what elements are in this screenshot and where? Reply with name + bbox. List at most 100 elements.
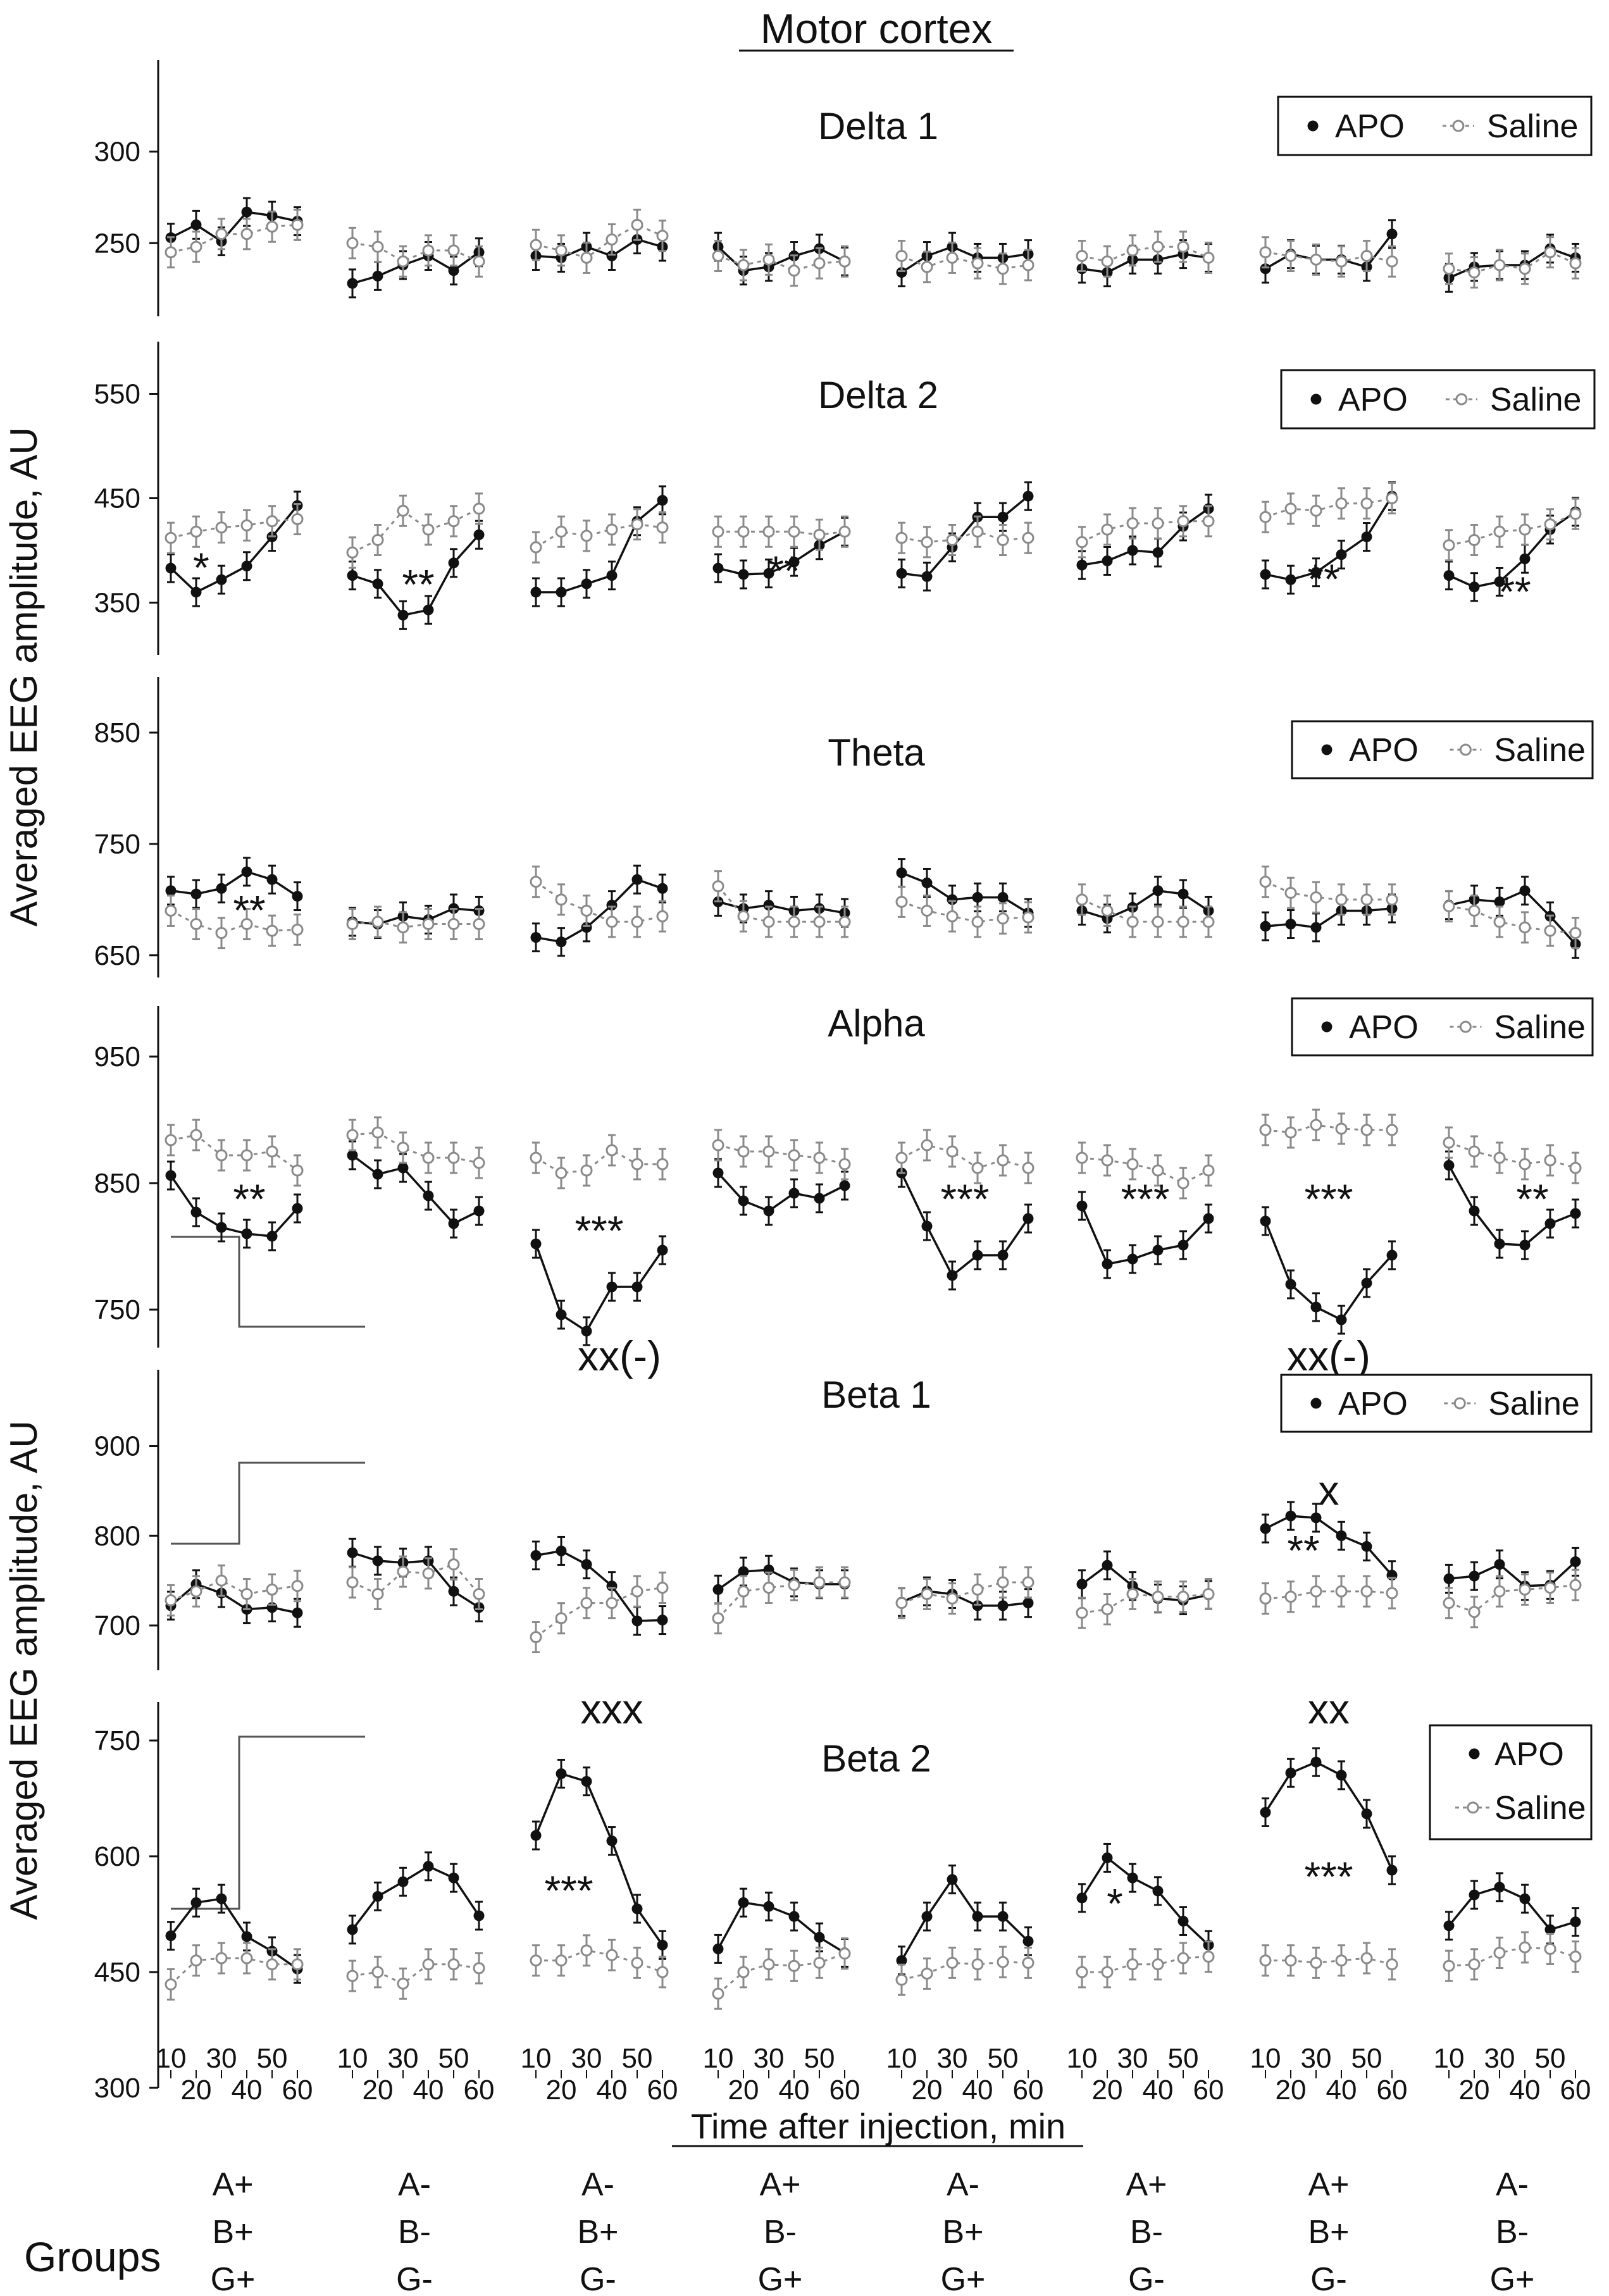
group-labels: A+ B+ G+ A- B- G- A- B+ G- A+ B- G+ A- B+ G+ A+ B- G- A+ B+…: [211, 2166, 1535, 2296]
x-tick-label: 30: [388, 2043, 419, 2074]
legend-apo-marker: [1321, 1021, 1333, 1033]
apo-point: [530, 586, 542, 598]
apo-point: [606, 1835, 618, 1847]
y-tick-label: 750: [94, 829, 140, 860]
saline-point: [1101, 904, 1114, 917]
y-tick-label: 900: [94, 1431, 140, 1462]
apo-point: [397, 1876, 409, 1887]
saline-line: [1448, 1584, 1576, 1613]
saline-point: [762, 253, 775, 266]
x-tick-label: 50: [1351, 2043, 1382, 2074]
apo-point: [241, 866, 252, 878]
apo-line: [901, 495, 1029, 578]
legend-box: [1291, 997, 1594, 1057]
apo-point: [1260, 1215, 1271, 1227]
saline-point: [1360, 893, 1373, 906]
saline-point: [291, 1580, 304, 1592]
apo-point: [1076, 1200, 1088, 1212]
x-tick-label: 10: [1250, 2043, 1281, 2074]
saline-point: [1076, 1606, 1088, 1619]
saline-point: [1152, 1164, 1164, 1177]
x-tick-label: 50: [1168, 2043, 1199, 2074]
saline-point: [530, 541, 542, 554]
significance-mark: xx(-): [1287, 1332, 1370, 1379]
significance-mark: xx: [1308, 1685, 1350, 1732]
legend-apo-marker: [1321, 744, 1333, 755]
saline-point: [473, 255, 485, 268]
significance-mark: ***: [544, 1867, 593, 1914]
saline-point: [447, 515, 460, 528]
apo-point: [631, 1903, 643, 1914]
saline-point: [838, 1158, 851, 1170]
significance-mark: ***: [575, 1207, 623, 1254]
group-label: A-: [1496, 2166, 1529, 2203]
saline-point: [1076, 536, 1088, 549]
apo-point: [1570, 1556, 1581, 1567]
apo-line: [1448, 1885, 1576, 1931]
apo-point: [631, 874, 643, 885]
legend-saline-marker: [1453, 1397, 1466, 1410]
saline-point: [656, 910, 669, 922]
saline-point: [606, 523, 618, 536]
saline-point: [712, 250, 724, 263]
saline-point: [555, 244, 568, 257]
saline-point: [971, 525, 984, 538]
x-tick-label: 50: [257, 2043, 288, 2074]
y-tick-label: 550: [94, 379, 140, 410]
saline-point: [838, 255, 851, 268]
saline-line: [901, 1961, 1029, 1981]
group-label: G+: [211, 2261, 256, 2296]
saline-point: [1386, 1587, 1398, 1599]
saline-point: [473, 918, 485, 931]
saline-point: [838, 1576, 851, 1589]
saline-point: [971, 257, 984, 270]
legend-saline-marker: [1459, 743, 1472, 756]
significance-mark: **: [767, 547, 800, 594]
saline-point: [1284, 1126, 1297, 1139]
apo-point: [1386, 1865, 1398, 1876]
apo-point: [423, 1861, 434, 1872]
apo-point: [947, 894, 958, 905]
apo-point: [657, 1615, 668, 1626]
saline-point: [712, 880, 724, 893]
saline-line: [352, 1963, 480, 1985]
apo-point: [241, 206, 252, 218]
apo-point: [606, 900, 618, 911]
saline-point: [291, 1164, 304, 1177]
saline-line: [1265, 497, 1393, 518]
apo-point: [997, 1911, 1009, 1922]
saline-point: [397, 1565, 409, 1578]
group-label: G-: [1310, 2261, 1347, 2296]
saline-point: [1259, 1124, 1272, 1136]
saline-point: [1386, 1124, 1398, 1136]
x-axis-label: Time after injection, min: [691, 2106, 1065, 2146]
saline-point: [1177, 240, 1190, 253]
apo-point: [216, 883, 227, 894]
group-label: B-: [1496, 2214, 1529, 2250]
saline-point: [813, 257, 826, 270]
legend: APO Saline: [1280, 1374, 1593, 1433]
apo-point: [657, 1939, 668, 1951]
saline-point: [580, 1944, 593, 1957]
saline-point: [656, 1582, 669, 1594]
saline-point: [1177, 1177, 1190, 1189]
significance-mark: ***: [940, 1176, 989, 1222]
saline-point: [1569, 257, 1582, 270]
saline-line: [1082, 1956, 1209, 1973]
x-tick-label: 40: [1510, 2075, 1541, 2106]
saline-point: [1569, 927, 1582, 940]
apo-point: [896, 267, 907, 278]
saline-point: [1126, 1958, 1139, 1971]
saline-point: [1544, 924, 1556, 937]
apo-point: [1361, 1808, 1372, 1820]
saline-point: [1544, 518, 1556, 531]
group-label: A+: [1126, 2166, 1167, 2203]
apo-point: [1443, 1920, 1455, 1932]
saline-point: [656, 1158, 669, 1170]
x-tick-label: 10: [1434, 2043, 1465, 2074]
apo-point: [1022, 1213, 1034, 1224]
saline-point: [606, 1144, 618, 1157]
saline-point: [1310, 1956, 1322, 1969]
saline-line: [170, 1579, 298, 1601]
